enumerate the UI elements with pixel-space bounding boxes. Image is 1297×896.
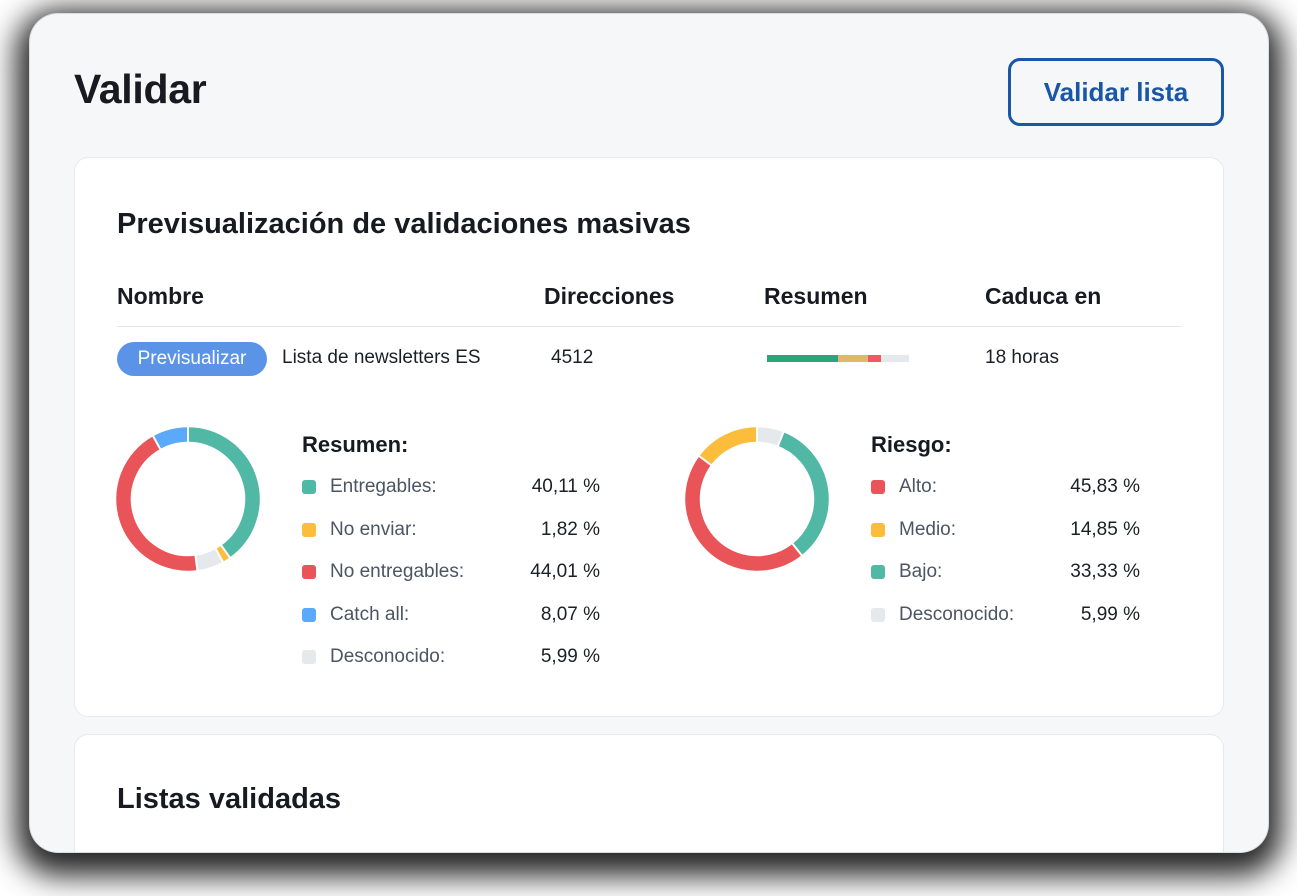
- legend-swatch-amber: [302, 522, 316, 537]
- column-header-addresses: Direcciones: [544, 283, 675, 309]
- summary-bar-segment: [838, 355, 868, 362]
- legend-item: Desconocido: 5,99 %: [302, 636, 600, 679]
- donut-segment: [777, 432, 829, 556]
- legend-swatch-grey: [871, 607, 885, 622]
- legend-swatch-grey: [302, 650, 316, 665]
- expires-value: 18 horas: [985, 347, 1059, 368]
- column-header-summary: Resumen: [764, 283, 868, 309]
- donut-segment: [153, 427, 189, 450]
- summary-legend-title: Resumen:: [302, 432, 409, 457]
- legend-label: Desconocido:: [899, 603, 1015, 625]
- legend-label: No enviar:: [330, 518, 417, 540]
- donut-segment: [756, 427, 784, 446]
- risk-donut-chart: [685, 426, 829, 571]
- page-title: Validar: [74, 66, 207, 112]
- legend-label: Bajo:: [899, 561, 943, 583]
- donut-segment: [215, 545, 230, 562]
- legend-label: Desconocido:: [330, 646, 446, 668]
- app-window: Validar Validar lista Previsualización d…: [30, 14, 1268, 852]
- legend-value: 33,33 %: [1070, 561, 1140, 583]
- legend-item: Bajo: 33,33 %: [871, 551, 1140, 594]
- legend-swatch-amber: [871, 522, 885, 537]
- legend-swatch-red: [871, 480, 885, 495]
- validated-lists-card: Listas validadas: [74, 734, 1224, 852]
- donut-segment: [187, 427, 260, 558]
- donut-segment: [699, 427, 758, 466]
- legend-item: Alto: 45,83 %: [871, 466, 1140, 509]
- legend-label: Catch all:: [330, 603, 410, 625]
- legend-label: Entregables:: [330, 476, 437, 498]
- legend-label: Alto:: [899, 476, 938, 498]
- legend-swatch-blue: [302, 607, 316, 622]
- legend-label: Medio:: [899, 518, 957, 540]
- summary-bar-segment: [880, 355, 909, 362]
- preview-button[interactable]: Previsualizar: [117, 342, 267, 376]
- summary-bar-segment: [867, 355, 881, 362]
- legend-value: 14,85 %: [1070, 518, 1140, 540]
- donut-segment: [685, 456, 802, 571]
- legend-swatch-red: [302, 565, 316, 580]
- summary-bar: [767, 355, 909, 362]
- legend-value: 5,99 %: [540, 646, 600, 668]
- donut-segment: [195, 548, 223, 571]
- legend-item: Catch all: 8,07 %: [302, 594, 600, 637]
- table-divider: [117, 326, 1182, 327]
- legend-item: No entregables: 44,01 %: [302, 551, 600, 594]
- legend-value: 8,07 %: [540, 603, 600, 625]
- legend-item: No enviar: 1,82 %: [302, 509, 600, 552]
- risk-legend: Riesgo: Alto: 45,83 % Medio: 14,85 % Baj…: [871, 432, 1140, 636]
- column-header-expires: Caduca en: [985, 283, 1102, 309]
- summary-bar-segment: [767, 355, 838, 362]
- legend-label: No entregables:: [330, 561, 465, 583]
- preview-card: Previsualización de validaciones masivas…: [74, 157, 1224, 717]
- validated-lists-title: Listas validadas: [117, 783, 342, 815]
- legend-value: 40,11 %: [531, 476, 600, 498]
- validate-list-button[interactable]: Validar lista: [1008, 58, 1224, 126]
- legend-value: 5,99 %: [1080, 603, 1140, 625]
- column-header-name: Nombre: [117, 283, 204, 309]
- legend-value: 44,01 %: [530, 561, 600, 583]
- legend-item: Entregables: 40,11 %: [302, 466, 600, 509]
- legend-item: Desconocido: 5,99 %: [871, 594, 1140, 637]
- legend-value: 45,83 %: [1070, 476, 1140, 498]
- legend-swatch-teal: [302, 480, 316, 495]
- risk-legend-title: Riesgo:: [871, 432, 952, 457]
- address-count: 4512: [551, 347, 594, 368]
- legend-item: Medio: 14,85 %: [871, 509, 1140, 552]
- summary-legend: Resumen: Entregables: 40,11 % No enviar:…: [302, 432, 600, 679]
- summary-donut-chart: [116, 426, 260, 572]
- legend-swatch-teal: [871, 565, 885, 580]
- preview-card-title: Previsualización de validaciones masivas: [117, 208, 691, 240]
- donut-segment: [116, 436, 198, 571]
- list-name: Lista de newsletters ES: [282, 347, 481, 368]
- legend-value: 1,82 %: [540, 518, 600, 540]
